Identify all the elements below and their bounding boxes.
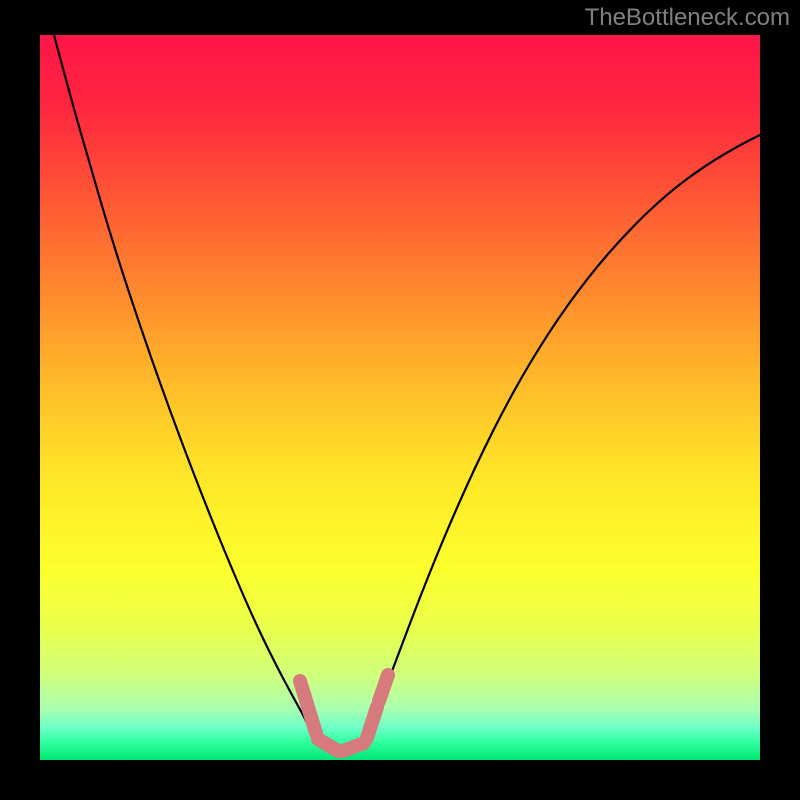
plot-area <box>40 35 760 760</box>
marker-segment <box>379 675 388 701</box>
marker-segment <box>343 743 364 751</box>
marker-segment <box>367 707 377 738</box>
plot-svg <box>40 35 760 760</box>
chart-frame: TheBottleneck.com <box>0 0 800 800</box>
watermark-label: TheBottleneck.com <box>585 4 790 32</box>
